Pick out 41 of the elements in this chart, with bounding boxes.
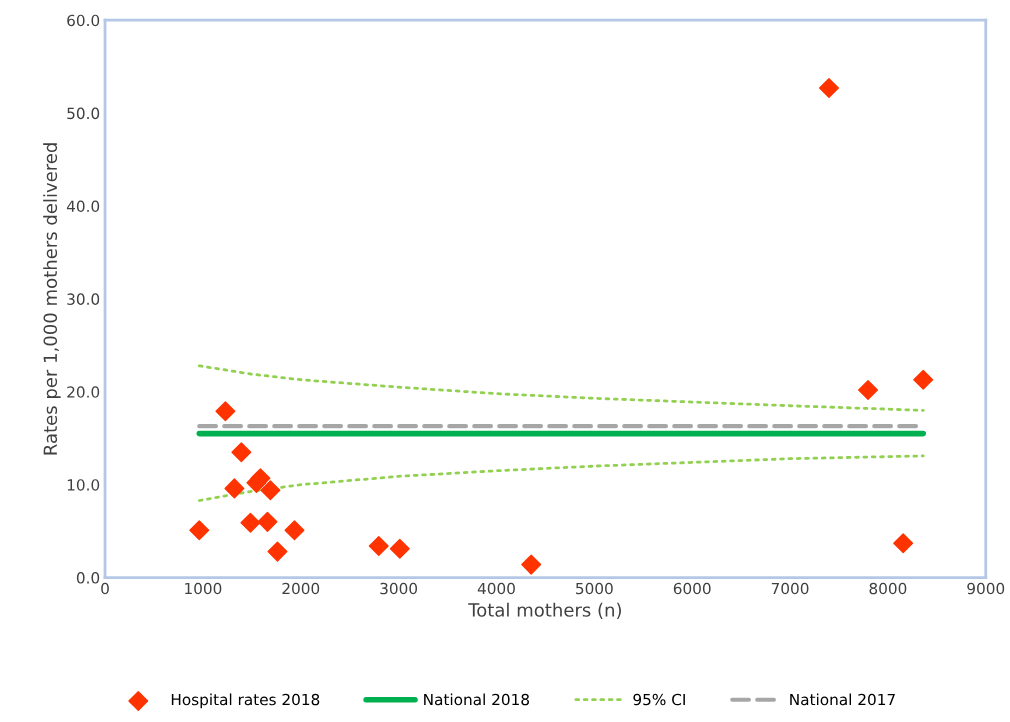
point xyxy=(858,379,879,400)
legend-label: 95% CI xyxy=(633,693,685,706)
point xyxy=(231,442,252,463)
y-tick-label: 20.0 xyxy=(67,386,100,398)
line-series xyxy=(197,364,925,412)
x-tick-label: 7000 xyxy=(771,582,809,595)
x-tick-label: 2000 xyxy=(282,582,320,595)
x-tick-label: 4000 xyxy=(477,582,515,595)
line-series xyxy=(197,454,925,502)
point xyxy=(224,478,245,499)
x-tick-label: 3000 xyxy=(380,582,418,595)
point xyxy=(368,536,389,557)
y-tick-label: 0.0 xyxy=(76,572,100,584)
legend-label: National 2018 xyxy=(424,693,529,706)
x-tick-label: 5000 xyxy=(576,582,613,595)
legend-label: Hospital rates 2018 xyxy=(171,693,320,709)
y-tick-label: 30.0 xyxy=(67,293,100,305)
y-axis-title: Rates per 1,000 mothers delivered xyxy=(43,143,61,455)
x-tick-label: 9000 xyxy=(967,582,1005,595)
x-axis-title: Total mothers (n) xyxy=(468,602,621,619)
x-tick-label: 8000 xyxy=(869,582,907,595)
point xyxy=(893,533,914,554)
point xyxy=(913,369,934,390)
point xyxy=(389,538,410,559)
y-tick-label: 60.0 xyxy=(67,14,100,27)
point xyxy=(267,541,288,562)
point xyxy=(818,78,840,99)
point xyxy=(284,520,305,541)
y-tick-label: 40.0 xyxy=(66,200,100,213)
point xyxy=(240,512,261,533)
point xyxy=(521,554,542,575)
x-tick-label: 6000 xyxy=(673,582,711,595)
point xyxy=(215,401,236,422)
point xyxy=(189,520,210,541)
legend-label: National 2017 xyxy=(790,693,895,706)
point xyxy=(260,480,281,501)
x-tick-label: 0 xyxy=(101,582,109,595)
y-tick-label: 50.0 xyxy=(67,107,100,120)
x-tick-label: 1000 xyxy=(185,582,222,595)
point xyxy=(257,511,278,532)
y-tick-label: 10.0 xyxy=(67,479,100,491)
